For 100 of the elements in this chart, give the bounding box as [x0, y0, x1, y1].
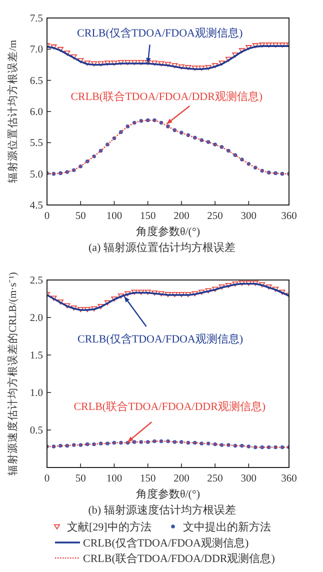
point [111, 296, 118, 302]
point [91, 306, 98, 312]
point [279, 42, 286, 48]
point [152, 290, 158, 296]
point [172, 292, 178, 298]
x-tick-label: 360 [281, 211, 297, 222]
point [272, 42, 279, 48]
y-tick-label: 6.0 [30, 107, 43, 118]
y-tick-label: 2.0 [30, 313, 43, 324]
point [70, 306, 77, 311]
point [50, 296, 57, 301]
x-tick-label: 250 [207, 211, 223, 222]
point [172, 63, 178, 68]
point [84, 60, 90, 66]
x-axis-title: 角度参数θ/(°) [136, 225, 200, 238]
x-tick-label: 150 [140, 474, 156, 484]
x-tick-label: 50 [75, 474, 86, 484]
y-tick-label: 2.5 [30, 276, 43, 286]
x-tick-label: 150 [140, 211, 156, 222]
x-tick-label: 100 [106, 211, 122, 222]
annotation: CRLB(联合TDOA/FDOA/DDR观测信息) [74, 400, 266, 413]
x-tick-label: 0 [44, 474, 50, 484]
point [164, 292, 172, 298]
point [232, 282, 238, 287]
y-tick-label: 1.0 [30, 388, 43, 399]
point [119, 130, 123, 134]
legend-label: CRLB(联合TDOA/FDOA/DDR观测信息) [83, 552, 276, 565]
point [64, 50, 70, 56]
point [238, 280, 245, 286]
legend-label: 文中提出的新方法 [183, 520, 271, 534]
point [78, 58, 84, 64]
y-axis-title: 辐射源速度估计均方根误差的CRLB/(m·s⁻¹) [6, 272, 19, 476]
text: (b) 辐射源速度估计均方根误差 [88, 504, 236, 516]
point [192, 291, 198, 296]
point [252, 280, 258, 286]
point [205, 288, 212, 294]
point [84, 307, 90, 312]
point [78, 307, 84, 312]
point [124, 60, 131, 66]
point [259, 282, 266, 288]
point [198, 66, 205, 71]
point [131, 60, 138, 66]
text: (a) 辐射源位置估计均方根误差 [88, 241, 236, 254]
x-tick-label: 200 [174, 474, 190, 484]
point [178, 292, 184, 298]
legend-label: 文献[29]中的方法 [67, 520, 152, 534]
point [252, 43, 258, 48]
point [158, 291, 164, 296]
point [118, 60, 124, 66]
point [144, 290, 151, 295]
point [57, 300, 64, 305]
point [50, 44, 57, 50]
x-tick-label: 300 [240, 211, 257, 222]
x-tick-label: 250 [207, 474, 223, 484]
point [238, 48, 245, 54]
point [164, 62, 172, 67]
point [144, 60, 151, 66]
point [106, 442, 110, 446]
point [198, 290, 205, 295]
point [272, 286, 279, 292]
point [131, 290, 138, 295]
y-tick-label: 7.5 [30, 14, 43, 24]
point [124, 291, 131, 296]
point [118, 294, 124, 299]
point [91, 61, 98, 66]
x-tick-label: 360 [281, 474, 297, 484]
point [70, 54, 77, 60]
point [212, 63, 218, 68]
point [246, 280, 252, 286]
point [98, 61, 104, 66]
point [266, 284, 272, 290]
y-axis-title: 辐射源位置估计均方根误差/m [6, 40, 19, 184]
point [246, 45, 252, 50]
point [192, 66, 198, 71]
x-axis-title: 角度参数θ/(°) [136, 488, 200, 500]
x-tick-label: 300 [240, 474, 257, 484]
point [185, 64, 192, 70]
point [104, 60, 111, 66]
point [178, 64, 184, 70]
annotation: CRLB(联合TDOA/FDOA/DDR观测信息) [70, 90, 263, 103]
point [218, 284, 225, 290]
point [138, 60, 144, 66]
point [152, 60, 158, 66]
point [158, 61, 164, 66]
x-tick-label: 50 [75, 211, 86, 222]
point [98, 304, 104, 310]
point [138, 290, 144, 295]
x-tick-label: 200 [174, 211, 190, 222]
y-tick-label: 4.5 [30, 200, 43, 212]
point [64, 303, 70, 308]
y-tick-label: 5.5 [30, 138, 43, 150]
annotation: CRLB(仅含TDOA/FDOA观测信息) [77, 26, 243, 40]
point [205, 64, 212, 70]
point [212, 286, 218, 292]
y-tick-label: 7.0 [30, 44, 43, 56]
legend-label: CRLB(仅含TDOA/FDOA观测信息) [83, 536, 249, 550]
point [225, 283, 232, 288]
point [259, 42, 266, 48]
point [218, 60, 225, 66]
y-tick-label: 6.5 [30, 76, 43, 87]
